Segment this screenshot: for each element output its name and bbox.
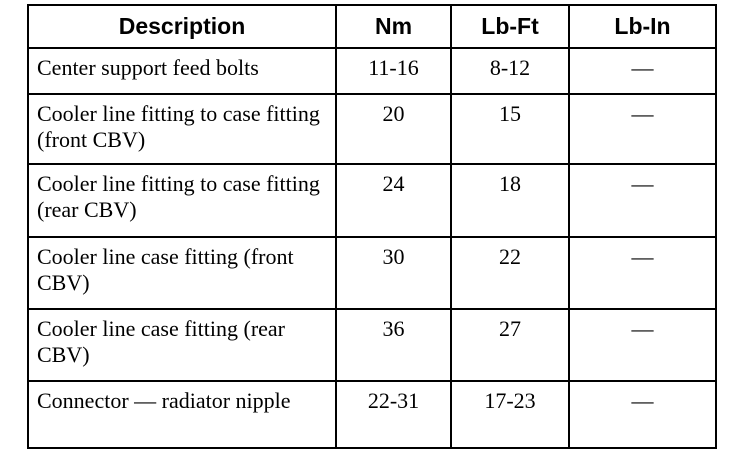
cell-description: Cooler line case fitting (rear CBV) — [27, 308, 337, 382]
table-row: Connector — radiator nipple 22-31 17-23— — [27, 380, 717, 449]
cell-lbft: 27 — [450, 308, 570, 382]
table-row: Center support feed bolts 11-16 8-12— — [27, 47, 717, 95]
header-description: Description — [27, 4, 337, 49]
cell-nm: 20 — [335, 93, 452, 165]
cell-lbft: 22 — [450, 236, 570, 310]
cell-description: Connector — radiator nipple — [27, 380, 337, 449]
cell-lbin: — — [568, 236, 717, 310]
torque-spec-table: Description Nm Lb-Ft Lb-In Center suppor… — [27, 4, 717, 449]
cell-nm: 30 — [335, 236, 452, 310]
cell-lbin: — — [568, 163, 717, 238]
cell-nm: 36 — [335, 308, 452, 382]
cell-nm: 11-16 — [335, 47, 452, 95]
cell-lbft: 8-12 — [450, 47, 570, 95]
cell-description: Cooler line fitting to case fitting (rea… — [27, 163, 337, 238]
table-row: Cooler line case fitting (rear CBV) 36 27— — [27, 308, 717, 382]
cell-lbin: — — [568, 47, 717, 95]
cell-lbin: — — [568, 380, 717, 449]
table-row: Cooler line fitting to case fitting (rea… — [27, 163, 717, 238]
cell-description: Cooler line fitting to case fitting (fro… — [27, 93, 337, 165]
header-nm: Nm — [335, 4, 452, 49]
cell-lbin: — — [568, 308, 717, 382]
cell-lbft: 15 — [450, 93, 570, 165]
table-row: Cooler line fitting to case fitting (fro… — [27, 93, 717, 165]
cell-description: Center support feed bolts — [27, 47, 337, 95]
cell-description: Cooler line case fitting (front CBV) — [27, 236, 337, 310]
header-lbft: Lb-Ft — [450, 4, 570, 49]
cell-nm: 24 — [335, 163, 452, 238]
cell-nm: 22-31 — [335, 380, 452, 449]
header-lbin: Lb-In — [568, 4, 717, 49]
cell-lbft: 18 — [450, 163, 570, 238]
table-row: Cooler line case fitting (front CBV) 30 22… — [27, 236, 717, 310]
cell-lbin: — — [568, 93, 717, 165]
header-row: Description Nm Lb-Ft Lb-In — [27, 4, 717, 49]
cell-lbft: 17-23 — [450, 380, 570, 449]
